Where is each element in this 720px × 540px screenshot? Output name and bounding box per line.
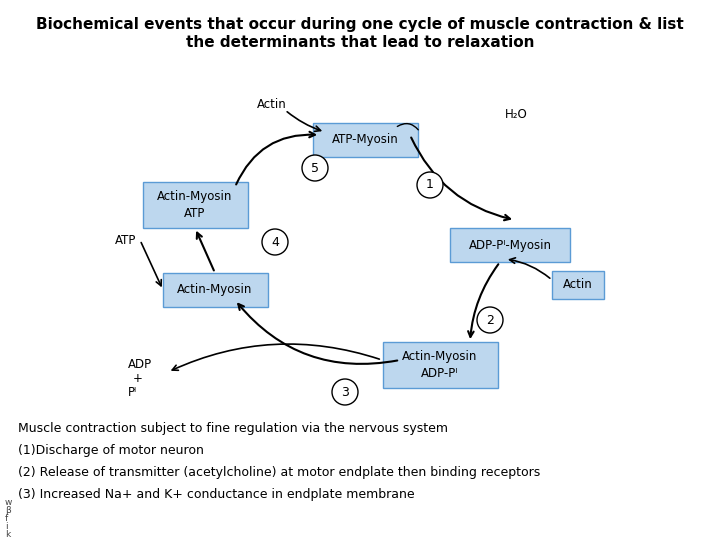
FancyBboxPatch shape xyxy=(450,228,570,262)
Circle shape xyxy=(477,307,503,333)
Text: +: + xyxy=(133,373,143,386)
Text: β: β xyxy=(5,506,11,515)
Text: w: w xyxy=(5,498,12,507)
Text: 1: 1 xyxy=(426,179,434,192)
FancyBboxPatch shape xyxy=(382,342,498,388)
Text: k: k xyxy=(5,530,10,539)
Text: 3: 3 xyxy=(341,386,349,399)
Text: ATP: ATP xyxy=(115,233,136,246)
Circle shape xyxy=(262,229,288,255)
Circle shape xyxy=(417,172,443,198)
FancyBboxPatch shape xyxy=(312,123,418,157)
Text: (3) Increased Na+ and K+ conductance in endplate membrane: (3) Increased Na+ and K+ conductance in … xyxy=(18,488,415,501)
Text: the determinants that lead to relaxation: the determinants that lead to relaxation xyxy=(186,35,534,50)
Text: Actin-Myosin
ATP: Actin-Myosin ATP xyxy=(157,190,233,220)
FancyBboxPatch shape xyxy=(163,273,268,307)
Text: Actin: Actin xyxy=(257,98,287,111)
Text: Actin-Myosin: Actin-Myosin xyxy=(177,284,253,296)
FancyBboxPatch shape xyxy=(143,182,248,228)
Circle shape xyxy=(302,155,328,181)
Text: (1)Discharge of motor neuron: (1)Discharge of motor neuron xyxy=(18,444,204,457)
Text: ADP: ADP xyxy=(128,359,152,372)
Text: Actin: Actin xyxy=(563,279,593,292)
Text: Actin-Myosin
ADP-Pᴵ: Actin-Myosin ADP-Pᴵ xyxy=(402,350,477,380)
Text: 5: 5 xyxy=(311,161,319,174)
Circle shape xyxy=(332,379,358,405)
Text: 4: 4 xyxy=(271,235,279,248)
Text: i: i xyxy=(5,522,8,531)
Text: f: f xyxy=(5,514,8,523)
Text: Muscle contraction subject to fine regulation via the nervous system: Muscle contraction subject to fine regul… xyxy=(18,422,448,435)
FancyBboxPatch shape xyxy=(552,271,604,299)
Text: Biochemical events that occur during one cycle of muscle contraction & list: Biochemical events that occur during one… xyxy=(36,17,684,32)
Text: (2) Release of transmitter (acetylcholine) at motor endplate then binding recept: (2) Release of transmitter (acetylcholin… xyxy=(18,466,540,479)
Text: 2: 2 xyxy=(486,314,494,327)
Text: H₂O: H₂O xyxy=(505,109,528,122)
Text: ADP-Pᴵ-Myosin: ADP-Pᴵ-Myosin xyxy=(469,239,552,252)
Text: ATP-Myosin: ATP-Myosin xyxy=(332,133,398,146)
Text: Pᴵ: Pᴵ xyxy=(128,386,137,399)
